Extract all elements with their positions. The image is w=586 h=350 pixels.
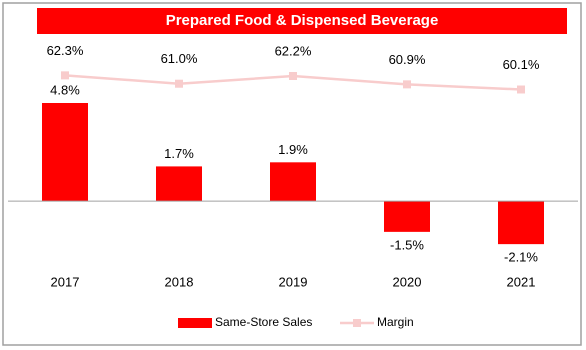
data-label: -2.1% xyxy=(504,250,538,265)
data-label: 62.3% xyxy=(47,43,84,58)
line-marker xyxy=(61,71,69,80)
line-marker xyxy=(175,79,183,88)
bar xyxy=(498,201,544,245)
x-tick-label: 2017 xyxy=(51,274,80,289)
bar xyxy=(42,103,88,202)
x-tick-label: 2020 xyxy=(393,274,422,289)
data-label: 61.0% xyxy=(161,51,198,66)
chart-title: Prepared Food & Dispensed Beverage xyxy=(166,12,439,29)
x-tick-label: 2019 xyxy=(279,274,308,289)
data-label: 60.1% xyxy=(503,57,540,72)
legend-label: Same-Store Sales xyxy=(215,315,312,329)
title-band xyxy=(37,8,567,34)
data-label: 1.7% xyxy=(164,146,194,161)
x-tick-label: 2021 xyxy=(507,274,536,289)
legend-label: Margin xyxy=(377,315,414,329)
line-marker xyxy=(517,85,525,94)
x-tick-label: 2018 xyxy=(165,274,194,289)
data-label: 62.2% xyxy=(275,43,312,58)
data-label: 60.9% xyxy=(389,52,426,67)
line-marker xyxy=(403,80,411,89)
bar xyxy=(270,162,316,202)
bar xyxy=(156,166,202,202)
data-label: 1.9% xyxy=(278,142,308,157)
bar xyxy=(384,201,430,232)
data-label: 4.8% xyxy=(50,82,80,97)
line-marker xyxy=(289,72,297,80)
legend-swatch-marker xyxy=(353,319,361,327)
legend-swatch xyxy=(178,318,212,328)
data-label: -1.5% xyxy=(390,237,424,252)
